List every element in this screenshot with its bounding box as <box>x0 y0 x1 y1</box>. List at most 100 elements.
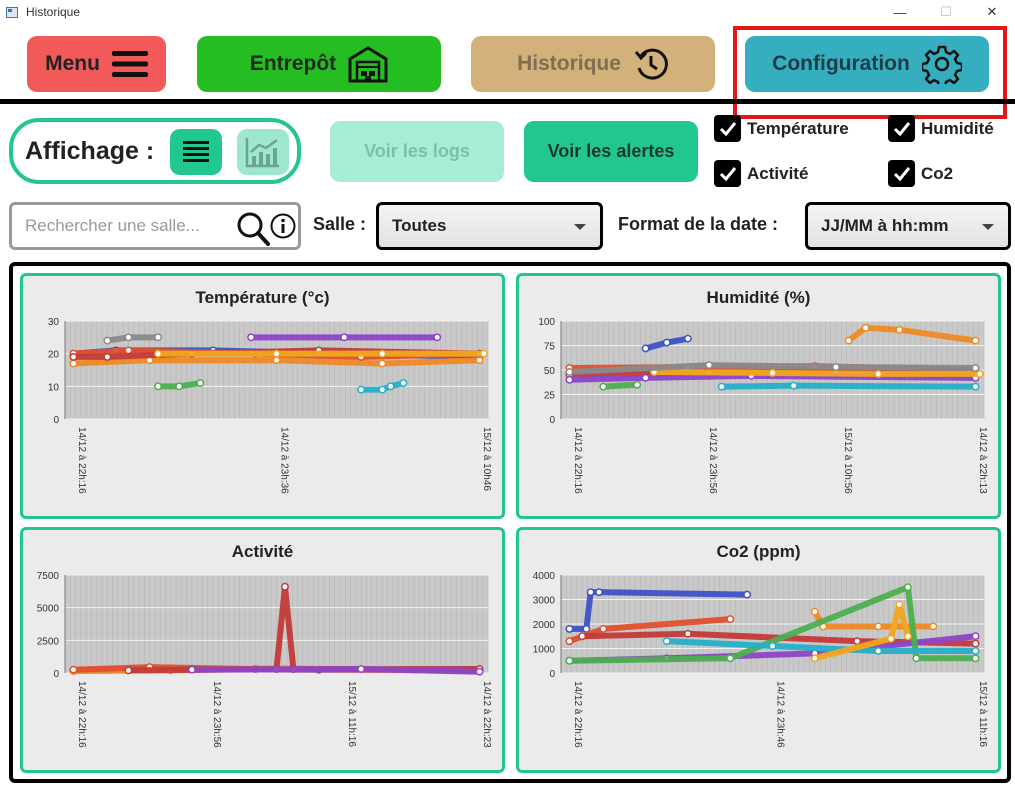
header-divider <box>0 99 1015 104</box>
data-point <box>357 665 366 674</box>
y-tick-label: 75 <box>544 342 556 353</box>
data-point <box>475 356 484 365</box>
list-view-button[interactable] <box>170 129 222 175</box>
date-format-value: JJ/MM à hh:mm <box>821 216 949 235</box>
series-line <box>358 380 407 393</box>
humidite-chart: Humidité (%) 0 25 50 75 100 14/12 à 22h:16 14/1… <box>516 273 1001 519</box>
data-point <box>971 382 980 391</box>
y-tick-label: 0 <box>53 415 59 426</box>
data-point <box>433 333 442 342</box>
data-point <box>717 382 726 391</box>
x-tick-label: 14/12 à 22h:23 <box>481 681 492 748</box>
search-room-input[interactable]: Rechercher une salle... <box>9 202 301 250</box>
data-point <box>726 654 735 663</box>
x-tick-label: 15/12 à 11h:16 <box>346 681 357 747</box>
series-line <box>845 324 979 344</box>
configuration-button[interactable]: Configuration <box>745 36 989 92</box>
filter-humidite[interactable]: Humidité <box>888 115 994 142</box>
filter-co2[interactable]: Co2 <box>888 160 953 187</box>
series-line <box>566 362 979 375</box>
data-point <box>124 666 133 675</box>
data-point <box>565 375 574 384</box>
search-icon[interactable] <box>236 211 270 247</box>
x-tick-label: 15/12 à 11h:16 <box>977 681 988 747</box>
hamburger-icon <box>111 51 148 77</box>
data-point <box>357 385 366 394</box>
chart-title: Température (°c) <box>195 288 329 307</box>
data-point <box>633 380 642 389</box>
checkbox-checked-icon <box>888 115 915 142</box>
entrepot-button-label: Entrepôt <box>249 52 337 75</box>
series-line <box>651 368 983 377</box>
date-format-select[interactable]: JJ/MM à hh:mm <box>805 202 1011 250</box>
close-button[interactable]: ✕ <box>986 4 998 19</box>
x-tick-label: 14/12 à 23h:46 <box>775 681 786 748</box>
list-icon <box>183 141 209 162</box>
data-point <box>281 582 289 591</box>
data-point <box>578 632 587 641</box>
y-tick-label: 100 <box>538 317 555 328</box>
data-point <box>124 333 133 342</box>
y-tick-label: 2500 <box>37 636 60 647</box>
data-point <box>154 382 163 391</box>
chart-view-button[interactable] <box>237 129 289 175</box>
entrepot-button[interactable]: Entrepôt <box>197 36 441 92</box>
filter-temperature[interactable]: Température <box>714 115 849 142</box>
data-point <box>971 632 980 641</box>
data-point <box>971 639 980 648</box>
data-point <box>895 325 904 334</box>
data-point <box>69 359 78 368</box>
filter-activite[interactable]: Activité <box>714 160 808 187</box>
info-icon[interactable] <box>270 213 296 239</box>
data-point <box>599 382 608 391</box>
y-tick-label: 25 <box>544 391 556 402</box>
data-point <box>175 382 184 391</box>
filter-humidite-label: Humidité <box>921 118 994 138</box>
data-point <box>196 379 205 388</box>
y-tick-label: 5000 <box>37 604 60 615</box>
y-tick-label: 3000 <box>533 596 556 607</box>
data-point <box>565 624 574 633</box>
data-point <box>874 622 883 631</box>
data-point <box>874 647 883 655</box>
data-point <box>565 368 574 376</box>
data-point <box>903 632 912 641</box>
historique-button-label: Historique <box>517 52 621 75</box>
data-point <box>475 667 484 676</box>
data-point <box>861 323 870 332</box>
room-select-value: Toutes <box>392 216 447 235</box>
configuration-button-label: Configuration <box>772 52 910 75</box>
data-point <box>832 363 840 372</box>
data-point <box>912 654 921 663</box>
menu-button[interactable]: Menu <box>27 36 166 92</box>
series-line <box>188 666 483 675</box>
data-point <box>378 359 387 368</box>
data-point <box>154 333 163 342</box>
series-line <box>566 372 979 383</box>
warehouse-icon <box>348 46 388 83</box>
data-point <box>975 369 984 378</box>
display-mode-group: Affichage : <box>9 118 301 184</box>
display-mode-label: Affichage : <box>25 136 155 165</box>
data-point <box>103 352 112 361</box>
y-tick-label: 0 <box>549 415 555 426</box>
view-logs-button[interactable]: Voir les logs <box>330 121 504 182</box>
x-tick-label: 14/12 à 22h:16 <box>572 427 583 494</box>
data-point <box>705 361 714 370</box>
filter-activite-label: Activité <box>747 163 809 183</box>
x-tick-label: 14/12 à 23h:56 <box>211 681 222 748</box>
data-point <box>386 382 395 391</box>
chevron-down-icon <box>982 224 994 230</box>
data-point <box>154 349 163 358</box>
maximize-button[interactable]: ☐ <box>940 4 952 19</box>
data-point <box>378 385 387 394</box>
data-point <box>124 346 133 355</box>
historique-button[interactable]: Historique <box>471 36 715 92</box>
search-placeholder: Rechercher une salle... <box>25 216 200 235</box>
series-line <box>811 601 911 662</box>
data-point <box>586 588 595 597</box>
x-tick-label: 15/12 à 10h:56 <box>842 427 853 494</box>
room-select[interactable]: Toutes <box>376 202 603 250</box>
view-alerts-button[interactable]: Voir les alertes <box>524 121 698 182</box>
minimize-button[interactable]: — <box>893 4 907 20</box>
